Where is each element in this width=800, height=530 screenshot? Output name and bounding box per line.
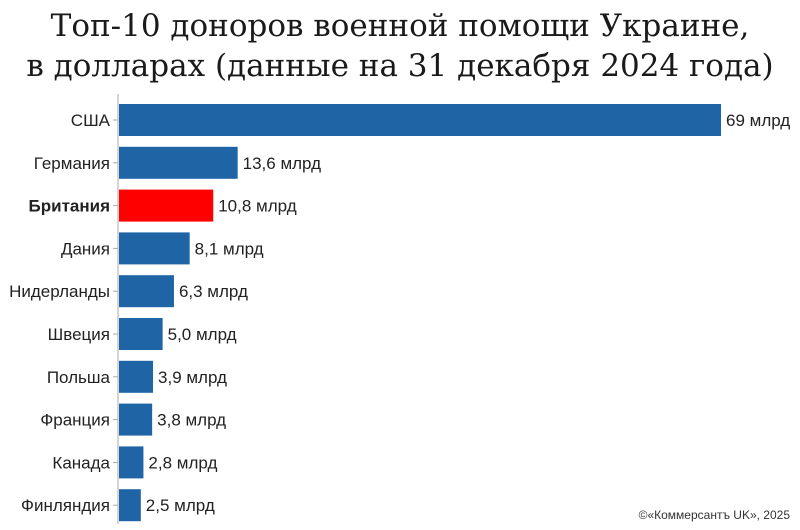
category-label: Швеция	[48, 325, 110, 344]
chart-title: Топ-10 доноров военной помощи Украине, в…	[0, 6, 800, 86]
category-label: Германия	[34, 154, 110, 173]
value-label: 10,8 млрд	[218, 197, 296, 216]
value-label: 5,0 млрд	[168, 325, 237, 344]
credit-text: ©«Коммерсантъ UK», 2025	[638, 508, 790, 522]
value-label: 2,5 млрд	[146, 496, 215, 515]
value-label: 3,9 млрд	[158, 368, 227, 387]
category-label: Дания	[61, 239, 110, 258]
bar	[119, 275, 174, 308]
value-label: 6,3 млрд	[179, 282, 248, 301]
value-label: 3,8 млрд	[157, 411, 226, 430]
category-label: Франция	[40, 411, 110, 430]
category-label: США	[71, 111, 111, 130]
category-label: Канада	[52, 453, 110, 472]
bar	[119, 232, 190, 265]
category-label: Нидерланды	[9, 282, 110, 301]
value-label: 69 млрд	[726, 111, 790, 130]
category-label: Британия	[29, 197, 110, 216]
bar	[119, 318, 163, 350]
bar	[119, 489, 141, 522]
bar	[119, 403, 153, 436]
value-label: 2,8 млрд	[148, 453, 217, 472]
category-label: Польша	[47, 368, 111, 387]
category-label: Финляндия	[21, 496, 110, 515]
value-label: 13,6 млрд	[243, 154, 321, 173]
bar	[119, 446, 144, 479]
bar	[119, 146, 238, 179]
chart-title-line-1: Топ-10 доноров военной помощи Украине,	[50, 8, 750, 44]
bar	[119, 104, 721, 136]
bar	[119, 360, 154, 393]
bar	[119, 189, 214, 222]
chart-title-line-2: в долларах (данные на 31 декабря 2024 го…	[26, 48, 774, 84]
value-label: 8,1 млрд	[195, 239, 264, 258]
